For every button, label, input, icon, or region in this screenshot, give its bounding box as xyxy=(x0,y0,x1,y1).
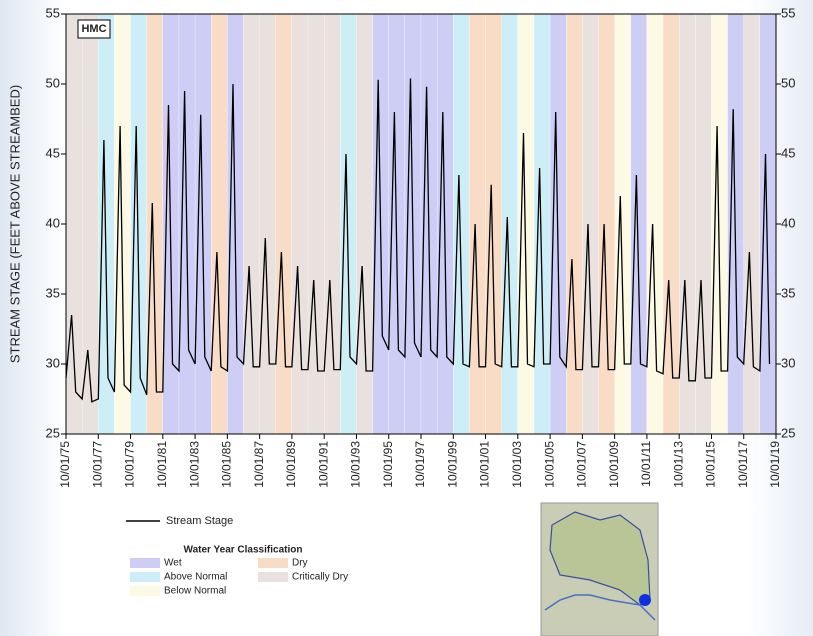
x-tick-label: 10/01/87 xyxy=(252,441,266,488)
x-tick-label: 10/01/93 xyxy=(349,441,363,488)
water-year-band xyxy=(324,14,340,434)
x-tick-label: 10/01/75 xyxy=(58,441,72,488)
y-tick-label: 40 xyxy=(46,215,60,230)
x-tick-label: 10/01/07 xyxy=(575,441,589,488)
x-tick-label: 10/01/77 xyxy=(90,441,104,488)
water-year-band xyxy=(502,14,518,434)
legend-swatch xyxy=(258,572,288,582)
x-tick-label: 10/01/97 xyxy=(413,441,427,488)
y-tick-label: 25 xyxy=(46,425,60,440)
legend-label: Stream Stage xyxy=(166,515,233,527)
water-year-band xyxy=(147,14,163,434)
legend-label: Above Normal xyxy=(164,572,227,583)
water-year-band xyxy=(695,14,711,434)
map xyxy=(541,503,658,636)
water-year-band xyxy=(486,14,502,434)
legend-label: Below Normal xyxy=(164,586,226,597)
x-tick-label: 10/01/09 xyxy=(607,441,621,488)
legend-label: Wet xyxy=(164,558,182,569)
map-site xyxy=(639,594,651,606)
x-tick-label: 10/01/79 xyxy=(123,441,137,488)
x-tick-label: 10/01/81 xyxy=(155,441,169,488)
y2-tick-label: 55 xyxy=(781,5,795,20)
x-tick-label: 10/01/03 xyxy=(510,441,524,488)
x-tick-label: 10/01/17 xyxy=(736,441,750,488)
x-tick-label: 10/01/15 xyxy=(704,441,718,488)
x-tick-label: 10/01/05 xyxy=(542,441,556,488)
x-tick-label: 10/01/99 xyxy=(445,441,459,488)
y2-tick-label: 50 xyxy=(781,75,795,90)
y2-tick-label: 45 xyxy=(781,145,795,160)
water-year-band xyxy=(82,14,98,434)
water-year-band xyxy=(760,14,776,434)
legend-swatch xyxy=(258,558,288,568)
x-tick-label: 10/01/11 xyxy=(639,441,653,487)
water-year-band xyxy=(647,14,663,434)
water-year-band xyxy=(469,14,485,434)
y-axis-title: STREAM STAGE (FEET ABOVE STREAMBED) xyxy=(7,85,22,363)
water-year-band xyxy=(211,14,227,434)
water-year-band xyxy=(340,14,356,434)
x-tick-label: 10/01/91 xyxy=(316,441,330,488)
water-year-band xyxy=(615,14,631,434)
water-year-band xyxy=(631,14,647,434)
water-year-band xyxy=(292,14,308,434)
water-year-band xyxy=(534,14,550,434)
water-year-band xyxy=(453,14,469,434)
water-year-band xyxy=(518,14,534,434)
x-tick-label: 10/01/89 xyxy=(284,441,298,488)
water-year-band xyxy=(566,14,582,434)
y-tick-label: 35 xyxy=(46,285,60,300)
y-tick-label: 30 xyxy=(46,355,60,370)
legend-swatch xyxy=(130,586,160,596)
site-label: HMC xyxy=(81,23,106,35)
y-tick-label: 45 xyxy=(46,145,60,160)
y2-tick-label: 25 xyxy=(781,425,795,440)
legend-label: Critically Dry xyxy=(292,572,348,583)
legend-swatch xyxy=(130,572,160,582)
y2-tick-label: 30 xyxy=(781,355,795,370)
legend-swatch xyxy=(130,558,160,568)
legend-label: Dry xyxy=(292,558,308,569)
water-year-band xyxy=(599,14,615,434)
water-year-band xyxy=(663,14,679,434)
x-tick-label: 10/01/83 xyxy=(187,441,201,488)
y-tick-label: 50 xyxy=(46,75,60,90)
y2-tick-label: 40 xyxy=(781,215,795,230)
x-tick-label: 10/01/19 xyxy=(768,441,782,488)
x-tick-label: 10/01/13 xyxy=(671,441,685,488)
water-year-band xyxy=(260,14,276,434)
x-tick-label: 10/01/85 xyxy=(220,441,234,488)
x-tick-label: 10/01/95 xyxy=(381,441,395,488)
water-year-band xyxy=(98,14,114,434)
y2-tick-label: 35 xyxy=(781,285,795,300)
y-tick-label: 55 xyxy=(46,5,60,20)
water-year-band xyxy=(582,14,598,434)
legend-title: Water Year Classification xyxy=(184,545,303,556)
water-year-band xyxy=(679,14,695,434)
chart: 25 25 30 30 35 35 40 40 45 45 50 50 55 55 10/01/75 10/0… xyxy=(0,0,813,636)
water-year-band xyxy=(114,14,130,434)
water-year-band xyxy=(244,14,260,434)
water-year-band xyxy=(276,14,292,434)
water-year-band xyxy=(131,14,147,434)
x-tick-label: 10/01/01 xyxy=(478,441,492,488)
water-year-band xyxy=(744,14,760,434)
